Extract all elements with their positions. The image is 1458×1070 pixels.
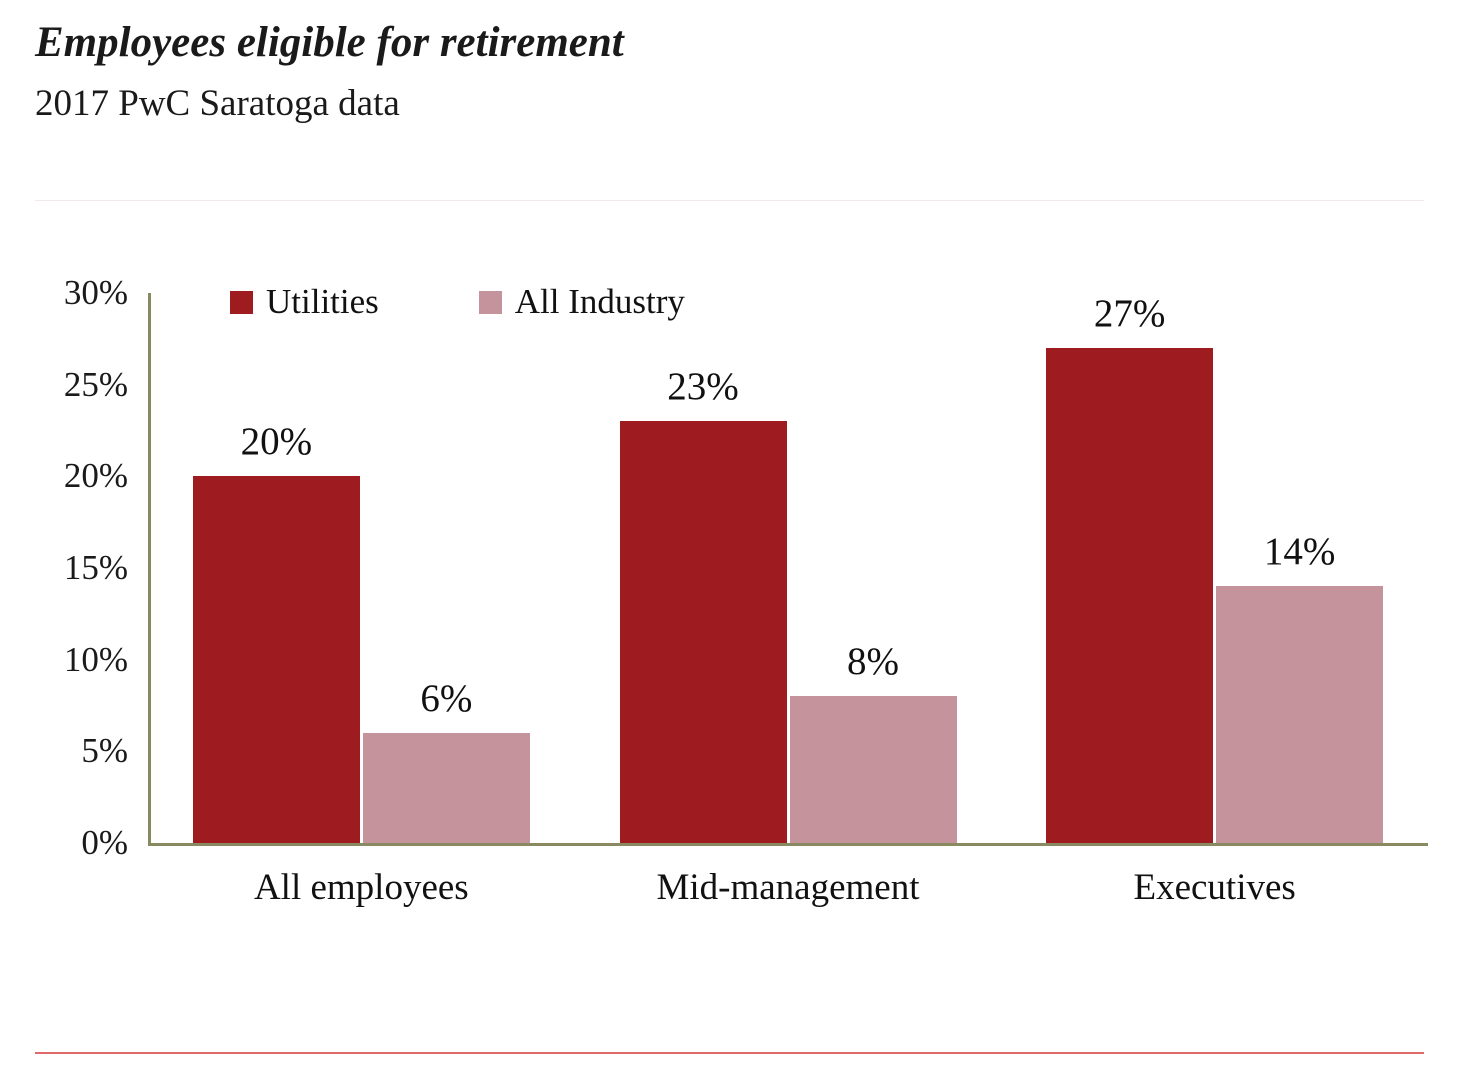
plot-area: Utilities All Industry 20% 23% 27% 6% 8% 14% bbox=[148, 282, 1428, 846]
category-label-all-employees: All employees bbox=[253, 867, 469, 908]
legend-label-utilities: Utilities bbox=[266, 282, 379, 321]
legend-swatch-all-industry-icon bbox=[478, 290, 502, 314]
legend: Utilities All Industry bbox=[230, 281, 685, 323]
y-tick-label-10: 10% bbox=[63, 639, 128, 679]
y-tick-label-0: 0% bbox=[81, 823, 128, 862]
value-label-all-industry-executives: 14% bbox=[1263, 530, 1336, 573]
bottom-divider bbox=[35, 1052, 1424, 1054]
y-tick-label-20: 20% bbox=[63, 456, 128, 496]
bar-all-industry-mid-management bbox=[789, 696, 957, 843]
value-label-utilities-mid-management: 23% bbox=[667, 365, 739, 408]
bar-all-industry-all-employees bbox=[362, 733, 530, 843]
y-tick-label-30: 30% bbox=[63, 273, 128, 312]
bar-utilities-all-employees bbox=[192, 476, 360, 843]
y-axis-line bbox=[148, 293, 151, 846]
legend-swatch-utilities-icon bbox=[230, 290, 253, 314]
bar-utilities-executives bbox=[1046, 348, 1214, 843]
chart-subtitle: 2017 PwC Saratoga data bbox=[35, 83, 400, 124]
legend-item-utilities: Utilities bbox=[230, 281, 379, 323]
category-label-executives: Executives bbox=[1133, 867, 1296, 908]
legend-label-all-industry: All Industry bbox=[514, 282, 685, 321]
value-label-all-industry-all-employees: 6% bbox=[420, 677, 473, 720]
bar-all-industry-executives bbox=[1216, 586, 1384, 843]
chart-title: Employees eligible for retirement bbox=[35, 19, 624, 66]
y-tick-label-5: 5% bbox=[81, 731, 128, 771]
legend-item-all-industry: All Industry bbox=[478, 281, 685, 323]
value-label-all-industry-mid-management: 8% bbox=[847, 640, 899, 683]
value-label-utilities-all-employees: 20% bbox=[240, 420, 313, 463]
y-tick-label-25: 25% bbox=[63, 364, 128, 404]
chart-area-top-border bbox=[35, 200, 1424, 201]
value-label-utilities-executives: 27% bbox=[1093, 292, 1166, 335]
bar-utilities-mid-management bbox=[619, 421, 787, 843]
x-axis-line bbox=[148, 843, 1428, 846]
category-label-mid-management: Mid-management bbox=[656, 867, 920, 908]
y-tick-label-15: 15% bbox=[63, 548, 128, 587]
